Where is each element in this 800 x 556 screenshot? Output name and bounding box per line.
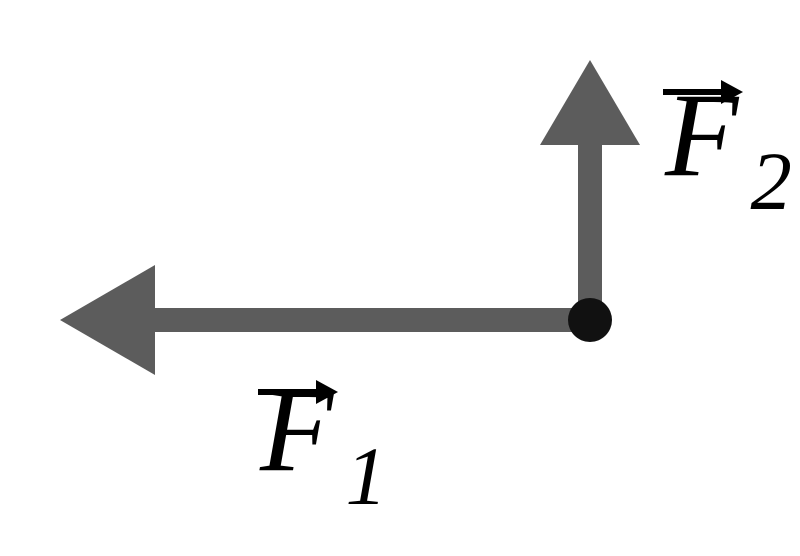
vector-F1-arrowhead: [60, 265, 155, 375]
label-F1-text: F: [259, 363, 335, 496]
vector-F1: [60, 265, 590, 375]
label-F2-text: F: [664, 68, 740, 201]
label-F2: F2: [663, 68, 792, 227]
vector-F2: [540, 60, 640, 320]
label-F2-subscript: 2: [751, 135, 792, 227]
vector-F2-arrowhead: [540, 60, 640, 145]
origin-point: [568, 298, 612, 342]
label-F1-subscript: 1: [346, 430, 387, 522]
force-vector-diagram: F1F2: [0, 0, 800, 556]
label-F1: F1: [258, 363, 387, 522]
